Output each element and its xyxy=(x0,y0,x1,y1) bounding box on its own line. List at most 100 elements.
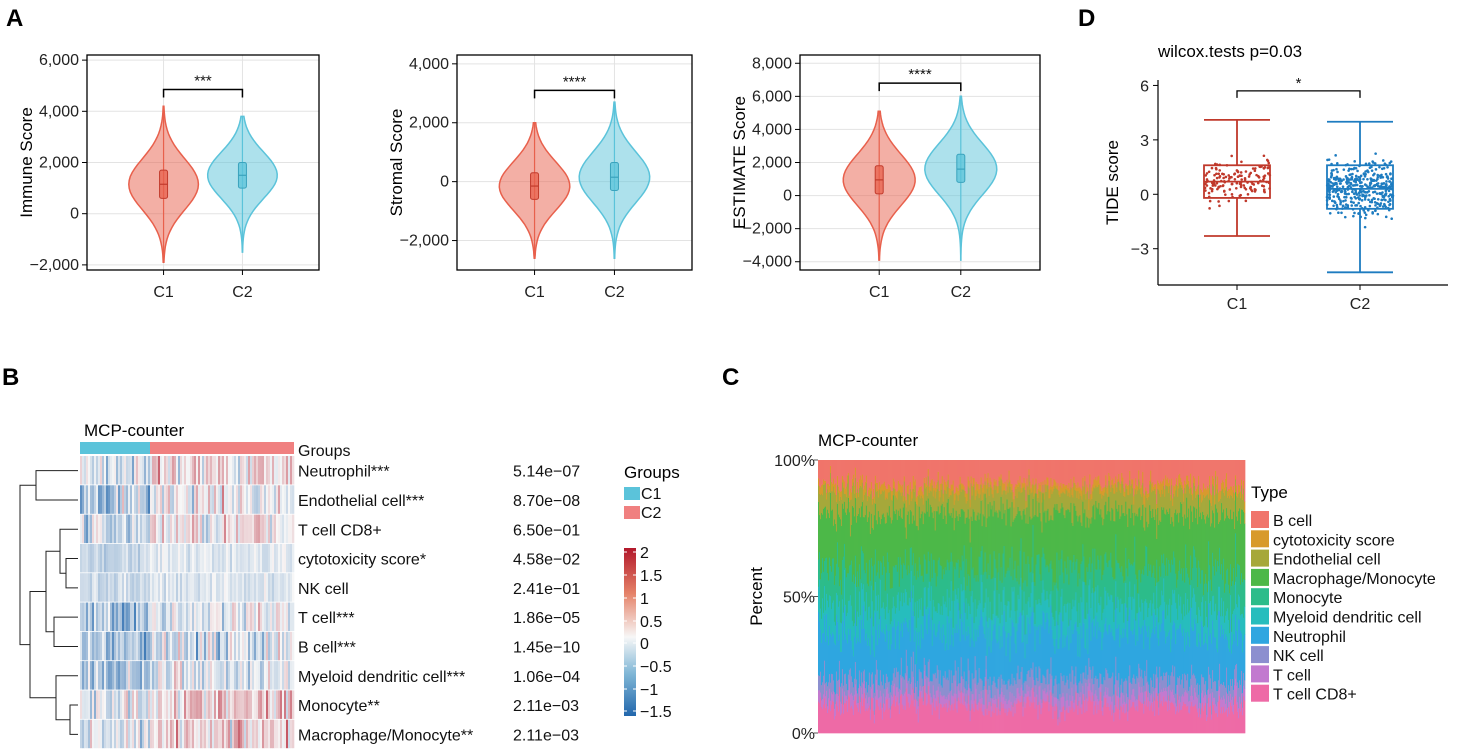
stacked-segment xyxy=(917,490,920,497)
jitter-point xyxy=(1354,166,1358,170)
jitter-point xyxy=(1346,177,1349,180)
stacked-segment xyxy=(831,558,834,603)
stacked-segment xyxy=(1021,666,1023,685)
stacked-segment xyxy=(1069,511,1071,560)
stacked-segment xyxy=(844,604,847,635)
y-axis-label: TIDE score xyxy=(1103,140,1122,225)
stacked-segment xyxy=(942,518,945,570)
stacked-segment xyxy=(873,514,876,565)
jitter-point xyxy=(1344,175,1348,178)
stacked-segment xyxy=(999,460,1001,478)
stacked-segment xyxy=(884,460,887,487)
stacked-segment xyxy=(863,680,866,694)
stacked-segment xyxy=(882,483,885,492)
heatmap-cell xyxy=(152,690,155,719)
stacked-segment xyxy=(838,500,841,518)
stacked-segment xyxy=(973,511,975,579)
heatmap-cell xyxy=(202,690,205,719)
stacked-segment xyxy=(1063,460,1065,485)
stacked-segment xyxy=(1052,520,1054,591)
stacked-segment xyxy=(897,480,900,492)
x-tick-label: C2 xyxy=(1350,296,1371,313)
color-scale-label: −1.5 xyxy=(640,704,672,721)
stacked-segment xyxy=(1015,652,1017,685)
heatmap-cell xyxy=(198,543,201,573)
stacked-segment xyxy=(863,692,866,734)
stacked-segment xyxy=(957,460,960,491)
stacked-segment xyxy=(902,495,905,502)
stacked-segment xyxy=(989,501,991,555)
stacked-segment xyxy=(819,702,821,734)
stacked-segment xyxy=(1076,460,1078,489)
stacked-segment xyxy=(987,460,989,474)
stacked-segment xyxy=(894,460,897,489)
stacked-segment xyxy=(950,580,953,618)
heatmap-cell xyxy=(254,573,257,602)
stacked-segment xyxy=(1000,567,1002,602)
heatmap-cell xyxy=(224,631,227,661)
stacked-bar xyxy=(902,460,905,734)
stacked-segment xyxy=(1047,668,1049,686)
stacked-segment xyxy=(1033,679,1035,692)
stacked-segment xyxy=(818,501,820,560)
heatmap-cell xyxy=(144,719,147,749)
stacked-segment xyxy=(902,562,905,594)
stacked-segment xyxy=(844,703,847,734)
stacked-segment xyxy=(956,460,959,488)
heatmap-cell xyxy=(134,602,137,631)
stacked-segment xyxy=(1039,460,1041,486)
stacked-segment xyxy=(1090,460,1092,495)
stacked-segment xyxy=(1030,689,1032,702)
jitter-point xyxy=(1224,175,1228,179)
stacked-segment xyxy=(1099,514,1101,570)
heatmap-cell xyxy=(274,661,277,690)
stacked-segment xyxy=(961,621,964,677)
heatmap-cell xyxy=(240,661,243,690)
y-axis-label: Percent xyxy=(747,567,766,626)
stacked-segment xyxy=(818,674,820,691)
stacked-segment xyxy=(992,703,994,734)
stacked-bar xyxy=(1051,460,1053,734)
heatmap-cell xyxy=(96,456,99,485)
jitter-point xyxy=(1363,190,1366,194)
stacked-segment xyxy=(1047,684,1049,696)
heatmap-cell xyxy=(264,514,267,544)
jitter-point xyxy=(1203,186,1207,190)
stacked-segment xyxy=(857,687,860,704)
dendrogram-branch xyxy=(45,550,60,633)
stacked-segment xyxy=(1019,702,1021,734)
stacked-segment xyxy=(970,690,972,701)
stacked-segment xyxy=(1078,573,1080,603)
stacked-segment xyxy=(828,688,831,701)
stacked-segment xyxy=(1091,701,1093,734)
heatmap-cell xyxy=(256,661,259,690)
stacked-segment xyxy=(926,693,929,704)
stacked-segment xyxy=(915,497,918,504)
stacked-segment xyxy=(1002,490,1004,504)
stacked-segment xyxy=(1035,493,1037,565)
heatmap-cell xyxy=(182,719,185,749)
stacked-bar xyxy=(1079,460,1081,734)
jitter-point xyxy=(1341,207,1344,210)
heatmap-cell xyxy=(238,485,241,514)
stacked-segment xyxy=(1016,630,1018,674)
stacked-segment xyxy=(947,694,950,708)
heatmap-cell xyxy=(208,573,211,602)
stacked-segment xyxy=(949,561,952,611)
stacked-segment xyxy=(997,688,999,700)
stacked-segment xyxy=(1011,501,1013,547)
stacked-segment xyxy=(974,489,976,501)
stacked-segment xyxy=(844,493,847,513)
heatmap-cell xyxy=(118,485,121,514)
heatmap-cell xyxy=(188,485,191,514)
stacked-segment xyxy=(929,581,932,601)
heatmap-cell xyxy=(98,485,101,514)
stacked-segment xyxy=(820,608,822,630)
stacked-segment xyxy=(877,510,880,561)
heatmap-cell xyxy=(184,573,187,602)
stacked-segment xyxy=(992,497,994,517)
stacked-segment xyxy=(1075,621,1077,667)
stacked-bar xyxy=(988,460,990,734)
stacked-segment xyxy=(819,493,821,516)
heatmap-cell xyxy=(84,719,87,749)
